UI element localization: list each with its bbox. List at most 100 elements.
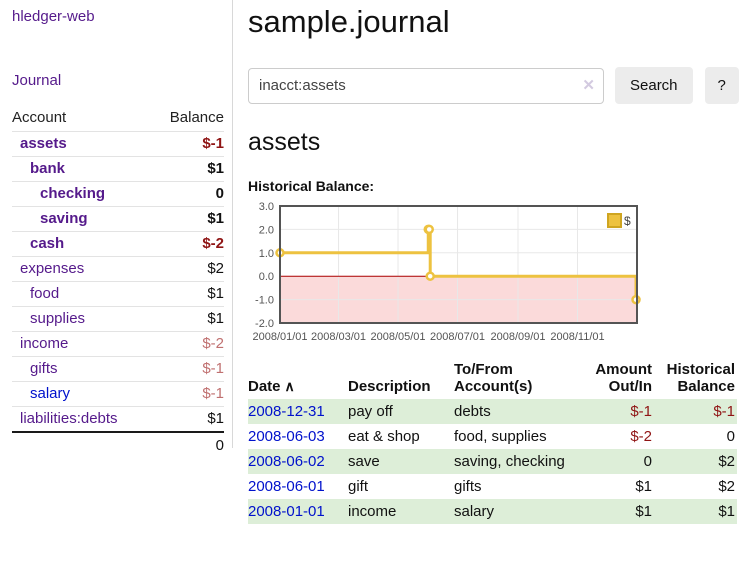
account-balance: $2 [207,260,224,277]
legend-label: $ [624,214,631,228]
account-row: salary $-1 [12,381,224,406]
account-row: bank $1 [12,156,224,181]
legend-swatch [607,213,622,228]
y-tick-label: -1.0 [255,295,274,307]
register-table: Date ∧ Description To/From Account(s) Amo… [248,358,737,524]
account-balance: $-1 [202,385,224,402]
account-balance: $1 [207,210,224,227]
account-row: liabilities:debts $1 [12,406,224,431]
account-row: checking 0 [12,181,224,206]
amount-column-header: Amount Out/In [595,361,652,395]
account-row: gifts $-1 [12,356,224,381]
transaction-balance: $2 [718,453,735,470]
register-row: 2008-06-01 gift gifts $1 $2 [248,474,737,499]
account-link[interactable]: expenses [20,260,85,277]
account-link[interactable]: food [30,285,60,302]
account-row: cash $-2 [12,231,224,256]
transaction-accounts: debts [454,403,491,420]
transaction-amount: $1 [635,478,652,495]
date-link[interactable]: 2008-06-03 [248,428,325,445]
y-tick-label: 3.0 [259,201,274,213]
page-title: sample.journal [248,4,450,39]
account-balance: $1 [207,285,224,302]
sidebar-item-journal[interactable]: Journal [12,72,62,89]
register-header-row: Date ∧ Description To/From Account(s) Amo… [248,358,737,399]
account-link[interactable]: income [20,335,69,352]
date-link[interactable]: 2008-06-02 [248,453,325,470]
transaction-description: gift [348,478,369,495]
account-row: supplies $1 [12,306,224,331]
transaction-balance: $1 [718,503,735,520]
transaction-date[interactable]: 2008-01-01 [248,499,348,524]
x-tick-label: 2008/05/01 [370,331,425,343]
x-tick-label: 2008/09/01 [490,331,545,343]
accounts-table: Account Balance assets $-1 bank $1 checking 0… [12,106,224,458]
x-tick-label: 2008/03/01 [311,331,366,343]
transaction-description: eat & shop [348,428,420,445]
y-tick-label: 0.0 [259,271,274,283]
account-column-header: Account [12,109,67,126]
account-link[interactable]: liabilities:debts [20,410,118,427]
transaction-date[interactable]: 2008-06-03 [248,424,348,449]
account-row: expenses $2 [12,256,224,281]
transaction-accounts: food, supplies [454,428,547,445]
data-point-marker [425,271,435,281]
date-link[interactable]: 2008-01-01 [248,503,325,520]
y-tick-label: -2.0 [255,318,274,330]
account-link[interactable]: gifts [30,360,58,377]
accounts-table-header: Account Balance [12,106,224,131]
account-row: food $1 [12,281,224,306]
register-row: 2008-01-01 income salary $1 $1 [248,499,737,524]
accounts-column-header: To/From Account(s) [454,361,533,395]
help-button[interactable]: ? [704,67,739,104]
transaction-date[interactable]: 2008-06-02 [248,449,348,474]
account-link[interactable]: salary [30,385,71,402]
search-form: ✕ Search ? [248,67,739,104]
account-balance: $-1 [202,360,224,377]
transaction-accounts: saving, checking [454,453,565,470]
transaction-amount: $-2 [630,428,652,445]
account-heading: assets [248,128,321,156]
transaction-balance: $-1 [713,403,735,420]
transaction-amount: $-1 [630,403,652,420]
transaction-description: pay off [348,403,393,420]
search-input[interactable] [248,67,604,104]
account-balance: $1 [207,160,224,177]
sidebar: hledger-web Journal Account Balance asse… [0,0,233,454]
account-link[interactable]: bank [30,160,66,177]
transaction-accounts: salary [454,503,495,520]
app-title-link[interactable]: hledger-web [12,8,95,25]
account-link[interactable]: checking [40,185,106,202]
account-link[interactable]: assets [20,135,67,152]
transaction-description: save [348,453,380,470]
clear-search-icon[interactable]: ✕ [582,76,595,94]
description-column-header: Description [348,378,431,395]
date-link[interactable]: 2008-12-31 [248,403,325,420]
transaction-date[interactable]: 2008-06-01 [248,474,348,499]
transaction-accounts: gifts [454,478,482,495]
transaction-balance: $2 [718,478,735,495]
account-link[interactable]: saving [40,210,88,227]
accounts-total-row: 0 [12,431,224,458]
account-row: income $-2 [12,331,224,356]
date-column-header[interactable]: Date ∧ [248,378,295,395]
account-balance: $-2 [202,335,224,352]
chart-label: Historical Balance: [248,178,375,194]
account-balance: $-2 [202,235,224,252]
y-tick-label: 2.0 [259,224,274,236]
account-link[interactable]: supplies [30,310,86,327]
x-tick-label: 2008/07/01 [430,331,485,343]
register-row: 2008-06-02 save saving, checking 0 $2 [248,449,737,474]
account-balance: $1 [207,310,224,327]
account-row: assets $-1 [12,131,224,156]
x-tick-label: 2008/11/01 [550,331,604,343]
balance-column-header: Balance [169,109,224,126]
account-link[interactable]: cash [30,235,65,252]
plot-border [279,205,638,324]
main-content: sample.journal ✕ Search ? assets Histori… [233,0,742,582]
data-point-marker [424,224,434,235]
search-button[interactable]: Search [615,67,693,104]
transaction-date[interactable]: 2008-12-31 [248,399,348,424]
date-link[interactable]: 2008-06-01 [248,478,325,495]
